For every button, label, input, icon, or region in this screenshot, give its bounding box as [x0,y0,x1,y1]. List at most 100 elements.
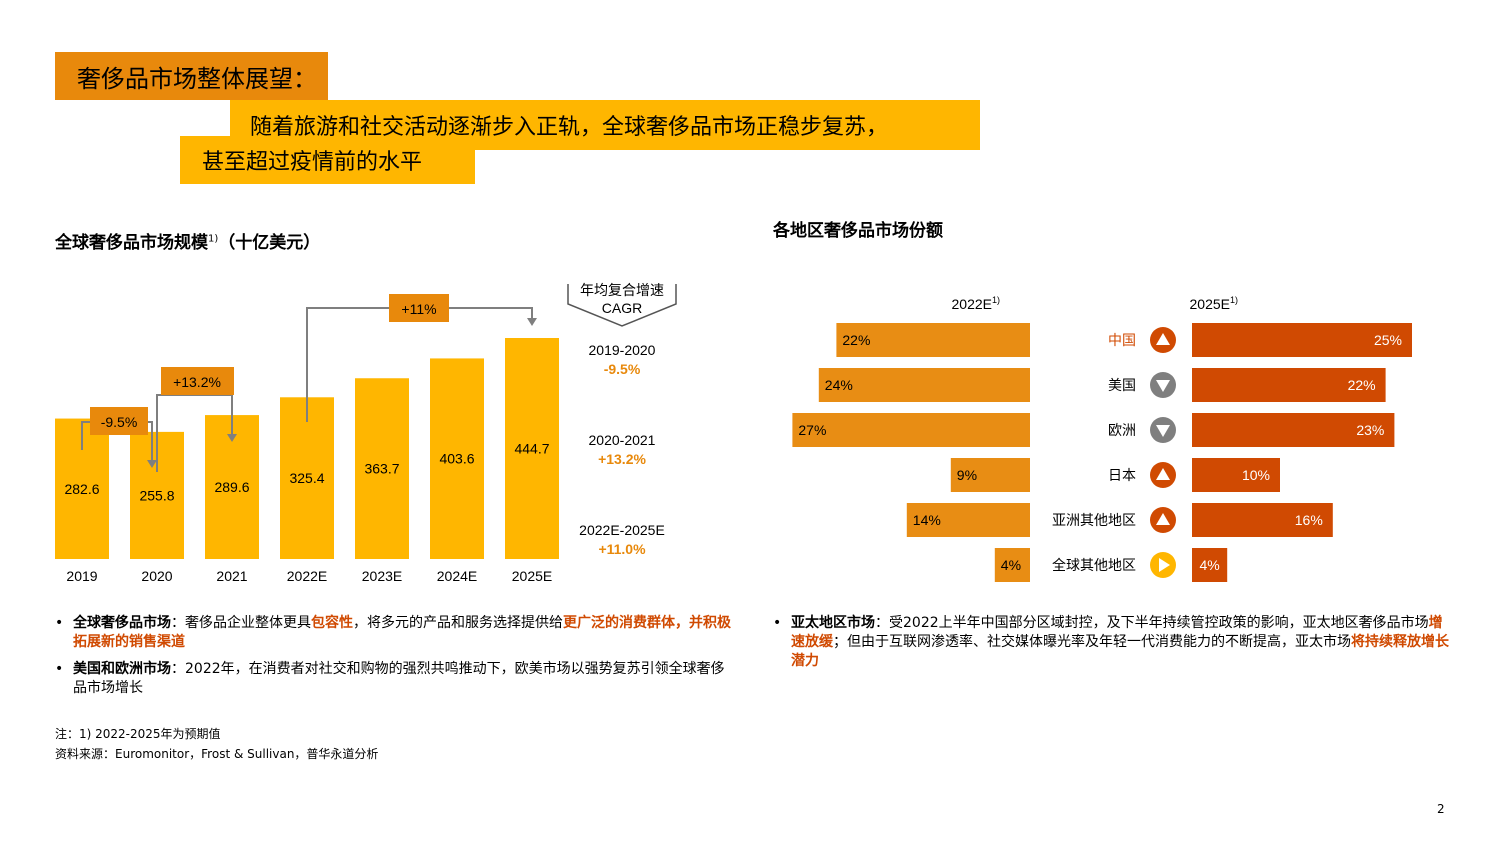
x-tick-label: 2020 [141,568,172,584]
left-chart-title: 全球奢侈品市场规模1)（十亿美元） [55,228,320,253]
bar-value-label: 444.7 [514,441,549,457]
bar-2022-label: 22% [842,332,870,348]
arrow-head-2020 [147,460,157,468]
cagr-bracket [567,284,677,327]
region-label: 亚洲其他地区 [1052,512,1136,528]
bullet-sep: ： [875,615,889,631]
region-label: 全球其他地区 [1052,557,1136,573]
region-label: 中国 [1108,332,1136,348]
bar-2022-美国 [818,368,1030,402]
bar-value-label: 289.6 [214,479,249,495]
trend-arrow-glyph [1156,513,1170,525]
bar-2025-label: 10% [1242,467,1270,483]
trend-arrow-glyph [1159,558,1170,572]
cagr-header-1: 年均复合增速 [580,282,664,298]
bullet-label: 美国和欧洲市场 [73,661,171,677]
growth-tag-bg-1 [90,407,148,435]
bullet-label: 亚太地区市场 [791,615,875,631]
bar-2025-美国 [1192,368,1386,402]
bar-2022-label: 27% [798,422,826,438]
x-tick-label: 2019 [66,568,97,584]
x-tick-label: 2023E [362,568,402,584]
bar-2022-label: 9% [957,467,977,483]
bar-2022-label: 14% [913,512,941,528]
bar-2025-label: 25% [1374,332,1402,348]
left-chart-title-text: 全球奢侈品市场规模 [55,233,208,253]
col-header-2025: 2025E1) [1190,295,1239,312]
bullet-text: 受2022上半年中国部分区域封控，及下半年持续管控政策的影响，亚太地区奢侈品市场 [889,615,1429,631]
x-tick-label: 2025E [512,568,552,584]
region-label: 日本 [1108,467,1136,483]
right-chart-title: 各地区奢侈品市场份额 [773,216,943,241]
right-chart-title-text: 各地区奢侈品市场份额 [773,221,943,241]
bullet-highlight: 更广泛的消费群体，并积极拓展新的销售渠道 [73,615,731,650]
x-tick-label: 2021 [216,568,247,584]
bar-2025-欧洲 [1192,413,1395,447]
bullet-text: 2022年，在消费者对社交和购物的强烈共鸣推动下，欧美市场以强势复苏引领全球奢侈… [73,661,725,696]
bar-2025-日本 [1192,458,1280,492]
bar-value-label: 325.4 [289,470,324,486]
bullet-label: 全球奢侈品市场 [73,615,171,631]
bar-value-label: 282.6 [64,481,99,497]
growth-tag-1: -9.5% [101,414,138,430]
bullet-global-market: 全球奢侈品市场：奢侈品企业整体更具包容性，将多元的产品和服务选择提供给更广泛的消… [55,614,735,652]
footnote-1: 注：1) 2022-2025年为预期值 [55,727,221,741]
subtitle-line2: 甚至超过疫情前的水平 [202,150,423,175]
bullet-text: 奢侈品企业整体更具 [185,615,311,631]
left-bullets: 全球奢侈品市场：奢侈品企业整体更具包容性，将多元的产品和服务选择提供给更广泛的消… [55,614,735,706]
cagr-value-2: +13.2% [598,451,646,467]
bar-2025-亚洲其他地区 [1192,503,1333,537]
bar-2022-label: 24% [825,377,853,393]
bullet-highlight: 增速放缓 [791,615,1443,650]
bullet-sep: ： [171,661,185,677]
bar-2025-中国 [1192,323,1412,357]
bullet-us-europe: 美国和欧洲市场：2022年，在消费者对社交和购物的强烈共鸣推动下，欧美市场以强势… [55,660,735,698]
bar-value-label: 255.8 [139,487,174,503]
cagr-period-3: 2022E-2025E [579,522,665,538]
left-chart-title-sup: 1) [208,233,219,245]
bullet-sep: ： [171,615,185,631]
bullet-highlight: 将持续释放增长潜力 [791,634,1449,669]
bar-2024E [430,358,484,559]
col-header-2022: 2022E1) [952,295,1001,312]
page-title-text: 奢侈品市场整体展望： [77,64,317,93]
bar-2022-全球其他地区 [994,548,1030,582]
region-label: 美国 [1108,377,1136,393]
trend-arrow-glyph [1156,425,1170,437]
market-size-chart: 282.6 2019 255.8 2020 289.6 2021 325.4 2022E 363… [55,282,677,584]
subtitle-line1: 随着旅游和社交活动逐渐步入正轨，全球奢侈品市场正稳步复苏， [250,115,889,140]
right-bullets: 亚太地区市场：受2022上半年中国部分区域封控，及下半年持续管控政策的影响，亚太… [773,614,1453,679]
cagr-value-3: +11.0% [598,541,646,557]
growth-tag-3: +11% [401,301,436,317]
growth-tag-2: +13.2% [173,374,221,390]
bar-value-label: 363.7 [364,461,399,477]
bullet-text: ，将多元的产品和服务选择提供给 [353,615,563,631]
bar-2025-label: 16% [1295,512,1323,528]
bar-2022-label: 4% [1001,557,1021,573]
bar-2022-欧洲 [792,413,1030,447]
source-note: 资料来源：Euromonitor，Frost & Sullivan，普华永道分析 [55,747,379,761]
page-title: 奢侈品市场整体展望： [55,52,328,100]
cagr-period-2: 2020-2021 [589,432,656,448]
x-tick-label: 2022E [287,568,327,584]
bullet-text: ；但由于互联网渗透率、社交媒体曝光率及年轻一代消费能力的不断提高，亚太市场 [833,634,1351,650]
region-share-chart: 2022E1) 2025E1) 22% 25% 中国 24% 22% 美国 27% 23% 欧洲… [792,295,1412,582]
bar-2025E [505,338,559,559]
cagr-period-1: 2019-2020 [589,342,656,358]
bar-2022-日本 [950,458,1030,492]
page-number: 2 [1437,802,1445,816]
bar-2022-中国 [836,323,1030,357]
bar-value-label: 403.6 [439,451,474,467]
growth-tag-bg-3 [389,294,449,322]
subtitle-box-2: 甚至超过疫情前的水平 [180,136,475,184]
left-chart-title-unit: （十亿美元） [218,233,321,253]
region-share-bars: 22% 25% 中国 24% 22% 美国 27% 23% 欧洲 9% 10% 日本 14% 16% 亚洲其… [792,323,1412,582]
trend-arrow-glyph [1156,380,1170,392]
bar-2023E [355,378,409,559]
bullet-apac: 亚太地区市场：受2022上半年中国部分区域封控，及下半年持续管控政策的影响，亚太… [773,614,1453,671]
bar-2022E [280,397,334,559]
region-label: 欧洲 [1108,422,1136,438]
growth-tag-bg-2 [161,367,234,395]
bar-2022-亚洲其他地区 [906,503,1030,537]
bar-2025-label: 22% [1348,377,1376,393]
